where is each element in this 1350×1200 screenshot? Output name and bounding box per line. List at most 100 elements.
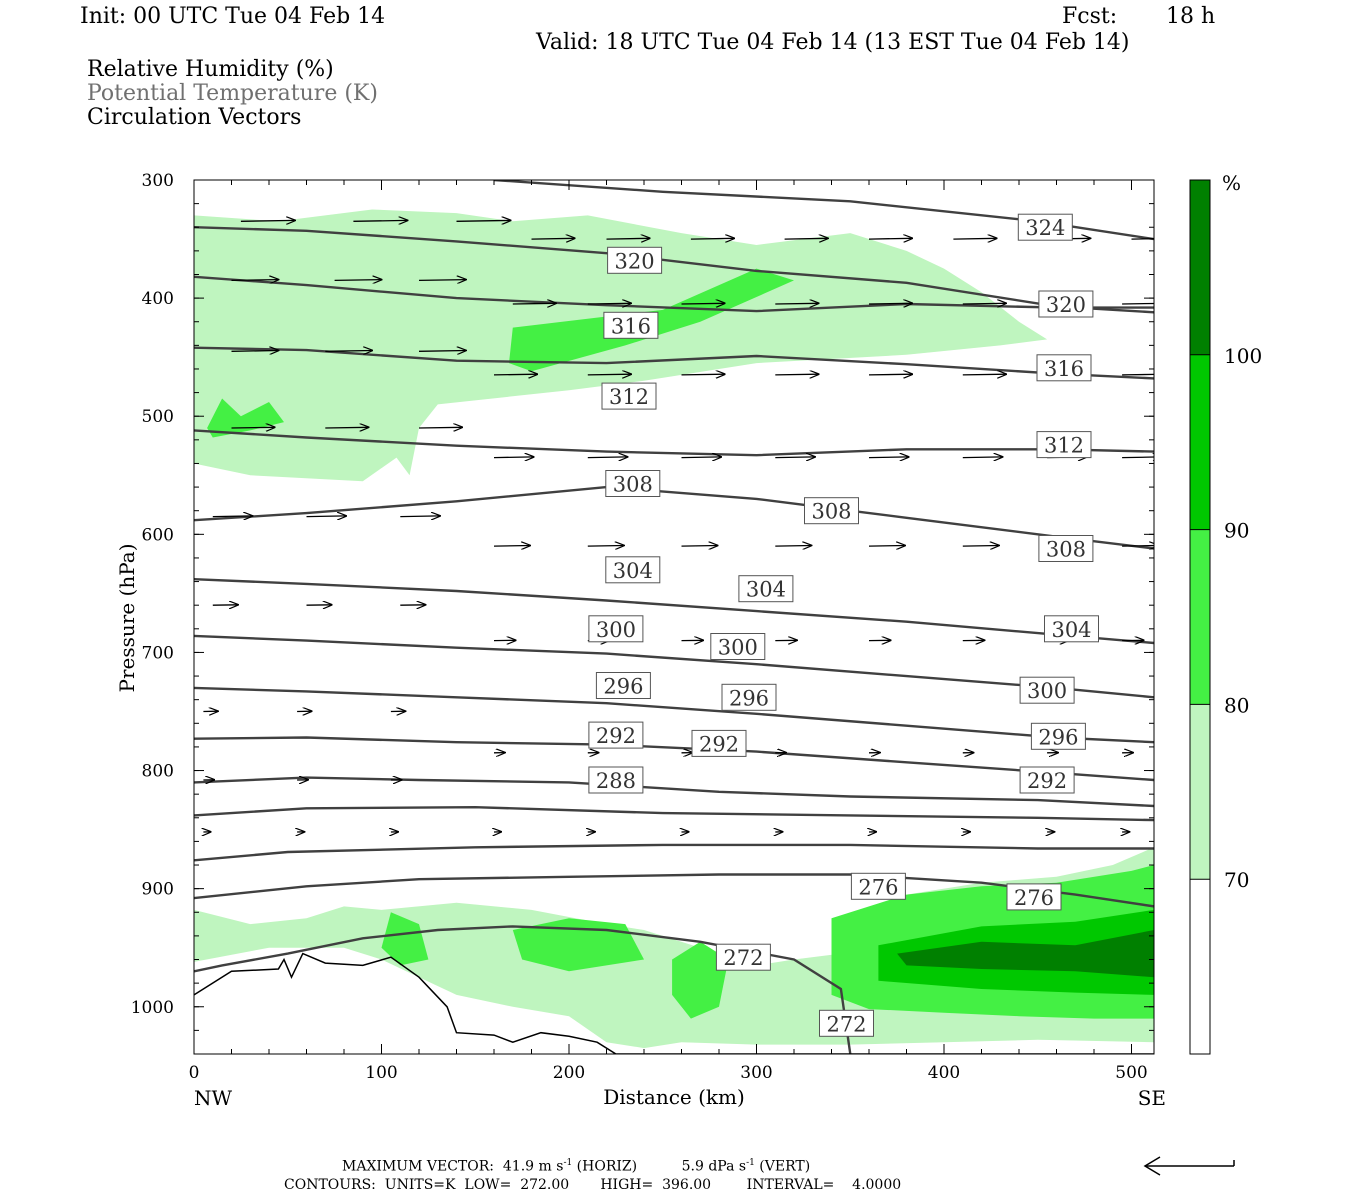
- contour-label: 316: [611, 314, 651, 338]
- contour-label-box: [1019, 766, 1075, 794]
- relative-humidity-fill: [194, 209, 1154, 1049]
- theta-contour-324: [194, 226, 1154, 314]
- contour-label: 304: [613, 559, 653, 583]
- axes: 300 400 500 600 700 800 900 1000 0 100 200 300 400 50…: [131, 171, 1154, 1083]
- contour-label-box: [691, 729, 747, 757]
- contour-label-box: [605, 470, 661, 497]
- circulation-vector: [962, 374, 1006, 375]
- y-tick-label: 800: [142, 762, 174, 782]
- colorbar-frame: [1189, 179, 1211, 1055]
- y-tick-label: 300: [142, 171, 174, 191]
- colorbar-unit: %: [1222, 171, 1241, 195]
- contour-label: 312: [1044, 434, 1084, 458]
- valid-time: Valid: 18 UTC Tue 04 Feb 14 (13 EST Tue …: [536, 30, 1130, 55]
- forecast-label: Fcst:: [1062, 4, 1118, 29]
- theta-contour-308: [194, 485, 1154, 550]
- theta-contour-296: [194, 686, 1154, 744]
- contour-labels: 320 316 312 308 308 304 304 300 300 296 296 292 292 2…: [588, 213, 1099, 1037]
- contour-label-box: [601, 382, 657, 410]
- circulation-vector: [212, 516, 253, 517]
- theta-contour-284: [194, 805, 1154, 822]
- theta-contour-280: [194, 843, 1154, 862]
- colorbar-label: 80: [1224, 693, 1249, 717]
- contour-label: 272: [826, 1012, 866, 1036]
- contour-label-box: [1036, 431, 1092, 459]
- theta-contour-328: [493, 180, 1154, 241]
- contour-label-box: [1036, 354, 1092, 382]
- rh-region-80-7: [672, 941, 729, 1019]
- rh-region-80-1: [207, 398, 284, 438]
- y-tick-label: 500: [142, 407, 174, 427]
- contour-label: 272: [723, 946, 763, 970]
- contour-label: 296: [603, 675, 643, 699]
- circulation-vector: [681, 303, 725, 304]
- contour-label-box: [605, 556, 661, 584]
- contour-label: 276: [858, 875, 898, 899]
- theta-contour-272: [194, 925, 852, 1054]
- circulation-vector: [868, 546, 905, 547]
- contour-label-box: [1006, 883, 1062, 911]
- contour-label-box: [595, 672, 651, 699]
- x-end-label-nw: NW: [194, 1086, 233, 1110]
- rh-region-100-9: [897, 930, 1154, 978]
- contour-label: 300: [1027, 679, 1067, 703]
- contour-label: 308: [613, 473, 653, 497]
- contour-label-box: [603, 311, 659, 339]
- circulation-vector: [587, 374, 631, 375]
- contour-label-box: [738, 575, 794, 603]
- colorbar-segment: [1190, 704, 1210, 880]
- contour-label: 292: [699, 732, 739, 756]
- circulation-vector: [606, 238, 650, 239]
- circulation-vector: [681, 374, 725, 375]
- x-tick-label: 500: [1115, 1063, 1147, 1083]
- field-title-theta: Potential Temperature (K): [87, 81, 378, 106]
- contour-label: 312: [609, 385, 649, 409]
- contour-label: 308: [1046, 538, 1086, 562]
- y-axis-title: Pressure (hPa): [115, 544, 139, 693]
- circulation-vector: [962, 303, 1006, 304]
- circulation-vector: [493, 374, 537, 375]
- theta-contour-292: [194, 736, 1154, 782]
- circulation-vector: [587, 546, 624, 547]
- max-horiz-value: 41.9 m s: [502, 1158, 564, 1175]
- circulation-vector: [231, 351, 279, 352]
- contour-label-box: [607, 246, 663, 274]
- circulation-vector: [1122, 302, 1154, 305]
- circulation-vector: [306, 516, 347, 517]
- circulation-vector: [418, 280, 466, 281]
- colorbar-segment: [1190, 529, 1210, 705]
- theta-contour-288: [194, 776, 1154, 808]
- colorbar-segment: [1190, 354, 1210, 530]
- contour-label-box: [715, 943, 771, 971]
- y-tick-label: 600: [142, 525, 174, 545]
- circulation-vector: [775, 303, 818, 304]
- x-axis-title: Distance (km): [603, 1085, 745, 1109]
- circulation-vector: [1122, 373, 1154, 376]
- max-horiz-exponent: -1: [563, 1158, 573, 1168]
- circulation-vector: [775, 457, 815, 458]
- circulation-vector: [325, 427, 368, 428]
- contour-label: 316: [1044, 357, 1084, 381]
- theta-contour-316: [194, 346, 1154, 380]
- potential-temperature-contours: [194, 180, 1154, 1054]
- reference-vector-head: [1143, 1156, 1161, 1176]
- circulation-vector: [953, 238, 996, 239]
- circulation-vector: [784, 238, 828, 239]
- max-vert-value: 5.9 dPa s: [681, 1158, 747, 1175]
- max-vert-exponent: -1: [746, 1158, 755, 1168]
- circulation-vector: [456, 220, 511, 221]
- contour-label: 296: [1038, 725, 1078, 749]
- contour-label-box: [819, 1009, 874, 1037]
- x-tick-label: 100: [365, 1063, 397, 1083]
- contour-label: 300: [718, 636, 758, 660]
- y-tick-label: 400: [142, 289, 174, 309]
- colorbar-segment: [1190, 879, 1210, 1054]
- circulation-vector: [587, 303, 631, 304]
- theta-contour-300: [194, 634, 1154, 699]
- contour-label: 300: [596, 618, 636, 642]
- field-title-vectors: Circulation Vectors: [87, 105, 302, 130]
- circulation-vector: [231, 280, 279, 281]
- x-tick-label: 200: [553, 1063, 585, 1083]
- contour-label: 296: [729, 686, 769, 710]
